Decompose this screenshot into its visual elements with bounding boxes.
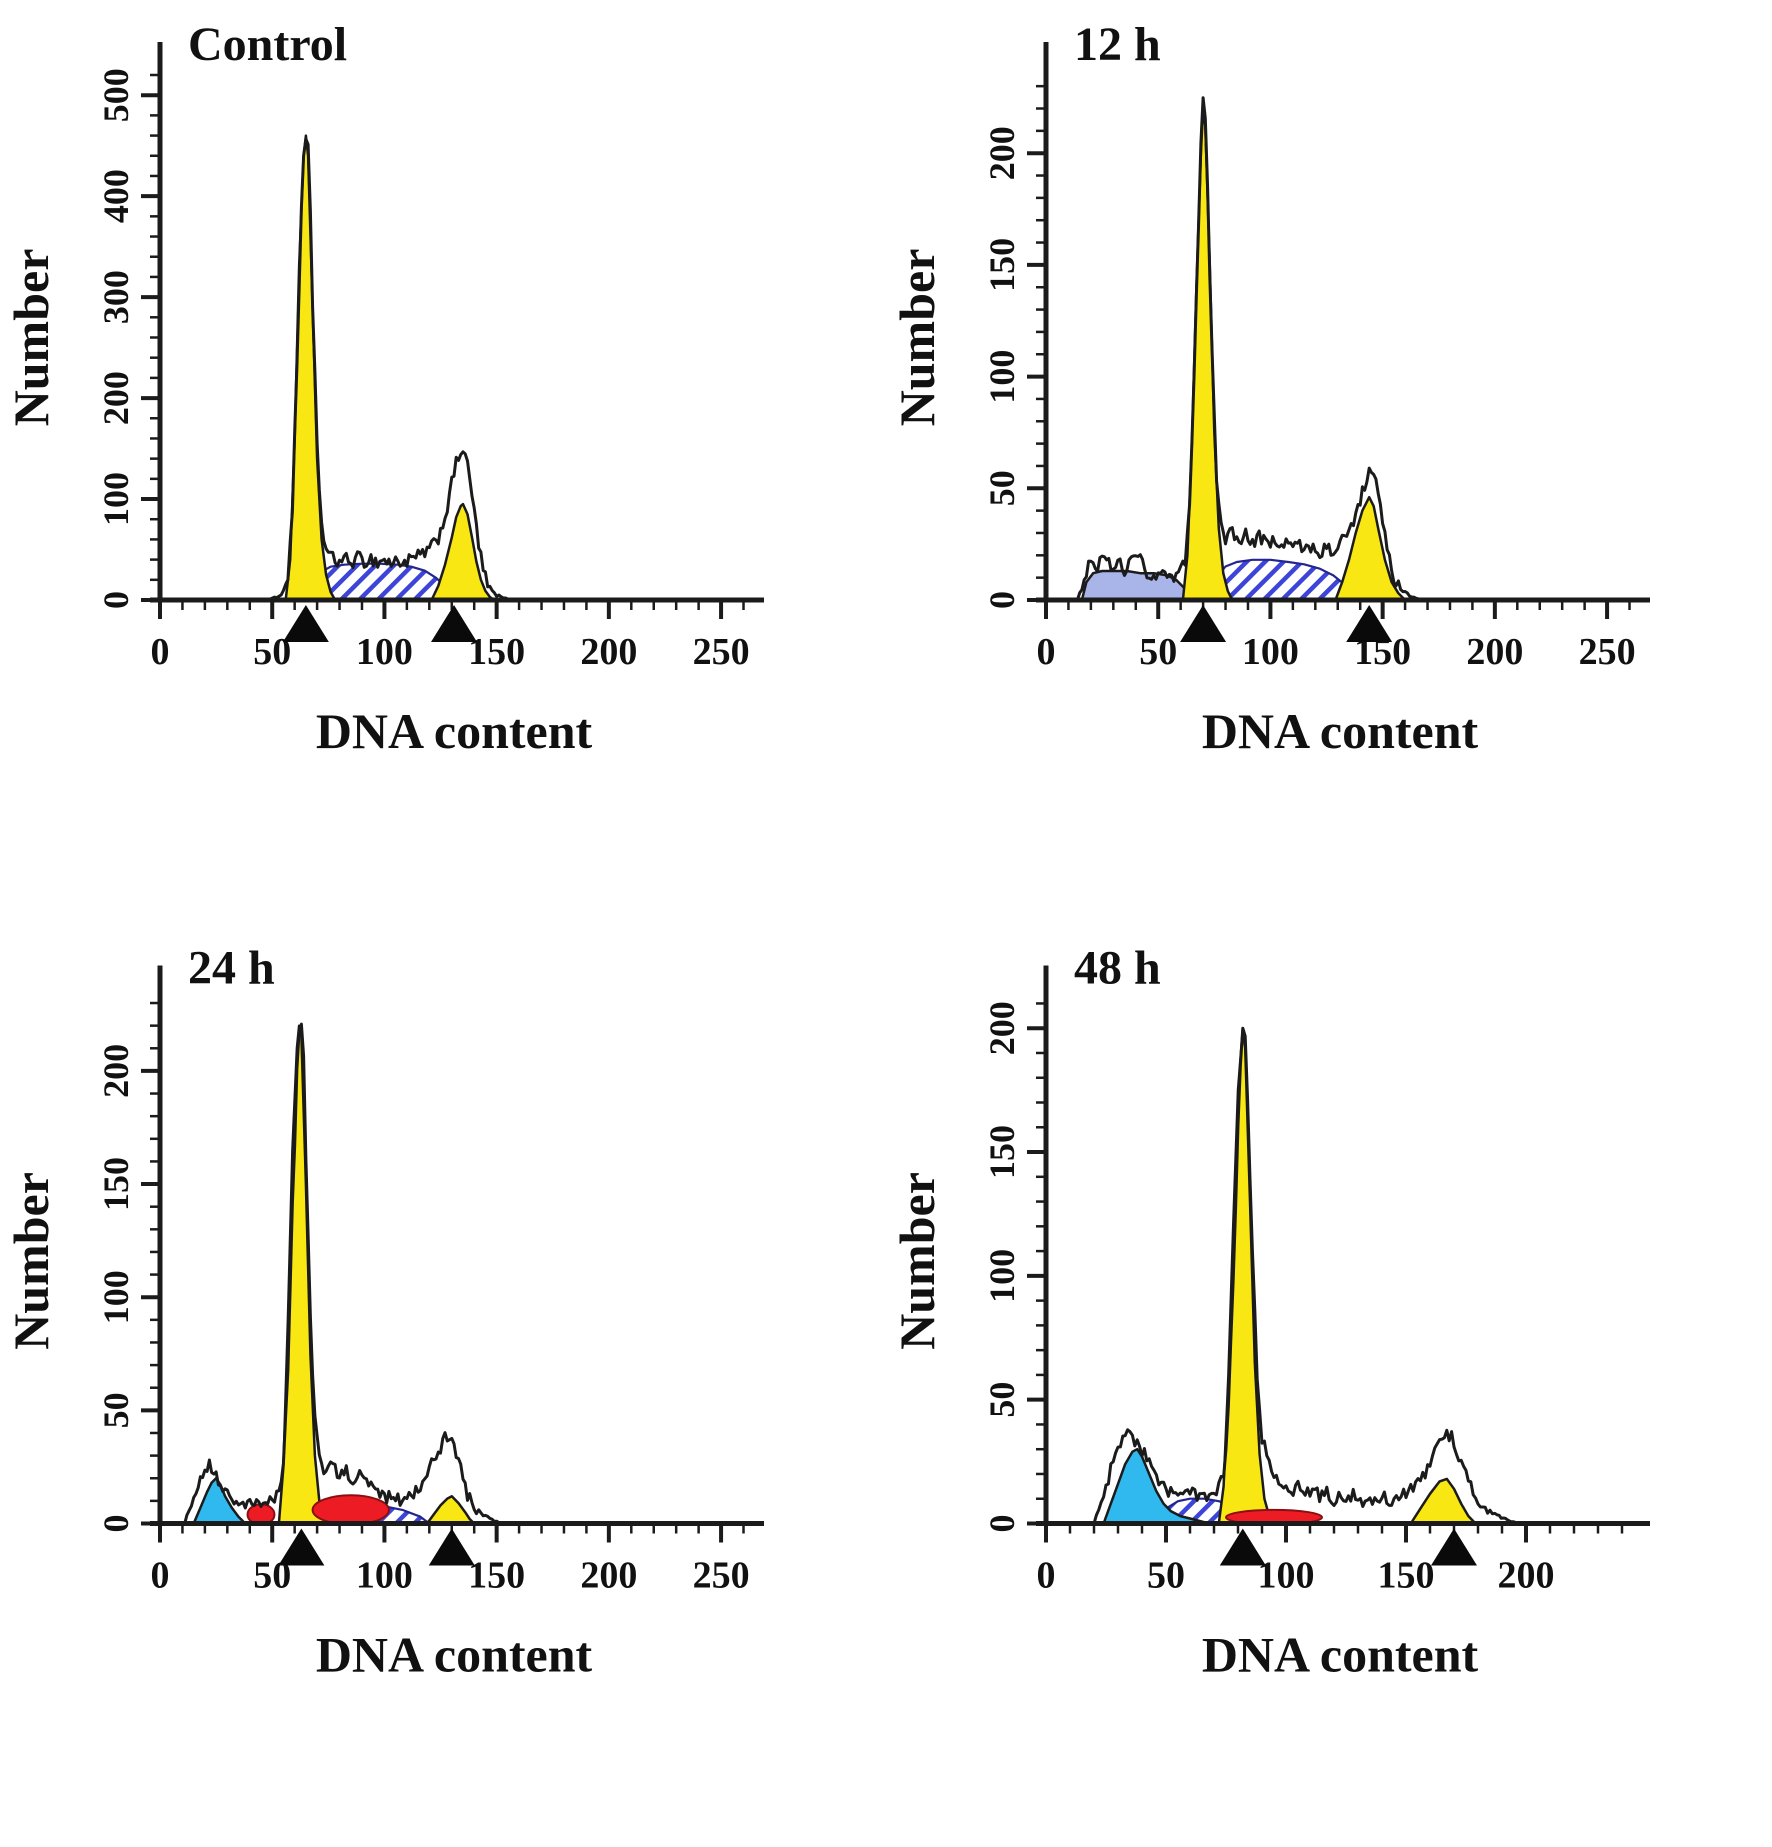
chart-panel-12h: 0 50 100 150 200 250 0 50 100 150 200 12 h DNA conte… bbox=[886, 0, 1772, 923]
y-tick-label: 400 bbox=[96, 169, 136, 223]
panel-title: 48 h bbox=[1074, 942, 1161, 995]
peak-marker-triangle bbox=[282, 605, 329, 642]
panel-title: 12 h bbox=[1074, 18, 1161, 71]
x-tick-label: 100 bbox=[356, 1555, 413, 1597]
x-tick-label: 0 bbox=[1037, 1555, 1056, 1597]
series-g2-peak bbox=[430, 502, 496, 602]
y-tick-label: 0 bbox=[982, 1515, 1022, 1533]
series-total-outline bbox=[183, 1022, 503, 1525]
peak-marker-triangle bbox=[431, 605, 477, 642]
x-tick-label: 100 bbox=[1258, 1555, 1315, 1597]
x-tick-label: 150 bbox=[1378, 1555, 1435, 1597]
x-tick-label: 0 bbox=[151, 1555, 170, 1597]
y-tick-label: 0 bbox=[982, 591, 1022, 609]
y-axis-label: Number bbox=[889, 249, 945, 427]
y-tick-label: 100 bbox=[96, 472, 136, 526]
y-tick-label: 50 bbox=[982, 1382, 1022, 1418]
x-tick-label: 50 bbox=[253, 631, 291, 673]
y-tick-label: 50 bbox=[982, 470, 1022, 506]
series-g2-peak bbox=[1409, 1477, 1477, 1525]
y-tick-label: 200 bbox=[982, 126, 1022, 180]
x-tick-label: 0 bbox=[1037, 631, 1056, 673]
x-tick-label: 200 bbox=[1466, 631, 1523, 673]
series-total-outline bbox=[266, 137, 517, 602]
peak-marker-triangle bbox=[1180, 605, 1227, 642]
y-axis-label: Number bbox=[3, 1172, 59, 1350]
y-tick-label: 150 bbox=[982, 1125, 1022, 1179]
y-tick-label: 50 bbox=[96, 1392, 136, 1428]
y-tick-label: 500 bbox=[96, 68, 136, 122]
x-tick-label: 150 bbox=[468, 631, 525, 673]
x-axis-label: DNA content bbox=[316, 703, 593, 759]
y-axis-label: Number bbox=[889, 1172, 945, 1350]
y-tick-label: 150 bbox=[96, 1157, 136, 1211]
y-tick-label: 0 bbox=[96, 591, 136, 609]
x-tick-label: 100 bbox=[1242, 631, 1299, 673]
series-sub-g1-apoptotic bbox=[1102, 1447, 1211, 1525]
y-tick-label: 200 bbox=[96, 371, 136, 425]
x-tick-label: 0 bbox=[151, 631, 170, 673]
flow-histogram-control: 0 50 100 150 200 250 0 100 200 300 400 500 Control DN… bbox=[3, 18, 764, 759]
x-tick-label: 250 bbox=[693, 631, 750, 673]
x-axis-label: DNA content bbox=[1202, 1627, 1479, 1683]
x-tick-label: 250 bbox=[693, 1555, 750, 1597]
peak-marker-triangle bbox=[428, 1528, 475, 1566]
series-total-outline bbox=[1075, 96, 1423, 602]
y-tick-label: 100 bbox=[982, 1249, 1022, 1303]
flow-histogram-48h: 0 50 100 150 200 0 50 100 150 200 48 h DNA content N… bbox=[889, 942, 1650, 1683]
panel-title: 24 h bbox=[188, 942, 275, 995]
peak-marker-triangle bbox=[1219, 1528, 1266, 1566]
x-tick-label: 50 bbox=[1139, 631, 1177, 673]
series-total-outline bbox=[1092, 1026, 1523, 1525]
series-sub-g1-debris bbox=[1080, 569, 1196, 602]
x-tick-label: 150 bbox=[468, 1555, 525, 1597]
series-apoptotic-blob-large bbox=[311, 1494, 390, 1526]
y-tick-label: 200 bbox=[982, 1001, 1022, 1055]
x-tick-label: 200 bbox=[580, 1555, 637, 1597]
x-axis-label: DNA content bbox=[316, 1627, 593, 1683]
chart-panel-48h: 0 50 100 150 200 0 50 100 150 200 48 h DNA content N… bbox=[886, 923, 1772, 1847]
x-tick-label: 250 bbox=[1579, 631, 1636, 673]
y-tick-label: 0 bbox=[96, 1515, 136, 1533]
peak-marker-triangle bbox=[1431, 1528, 1477, 1566]
peak-marker-triangle bbox=[278, 1528, 325, 1566]
chart-panel-24h: 0 50 100 150 200 250 0 50 100 150 200 24 h DNA conte… bbox=[0, 923, 886, 1847]
y-axis-label: Number bbox=[3, 249, 59, 427]
peak-marker-triangle bbox=[1346, 605, 1393, 642]
x-tick-label: 200 bbox=[1498, 1555, 1555, 1597]
y-tick-label: 150 bbox=[982, 238, 1022, 292]
x-tick-label: 200 bbox=[580, 631, 637, 673]
y-tick-label: 200 bbox=[96, 1044, 136, 1098]
chart-panel-control: 0 50 100 150 200 250 0 100 200 300 400 500 Control DN… bbox=[0, 0, 886, 923]
series-g2-peak bbox=[1334, 495, 1407, 602]
y-tick-label: 100 bbox=[982, 350, 1022, 404]
y-tick-label: 100 bbox=[96, 1270, 136, 1324]
x-axis-label: DNA content bbox=[1202, 703, 1479, 759]
x-tick-label: 100 bbox=[356, 631, 413, 673]
panel-title: Control bbox=[188, 18, 347, 71]
x-tick-label: 50 bbox=[1147, 1555, 1185, 1597]
y-tick-label: 300 bbox=[96, 270, 136, 324]
